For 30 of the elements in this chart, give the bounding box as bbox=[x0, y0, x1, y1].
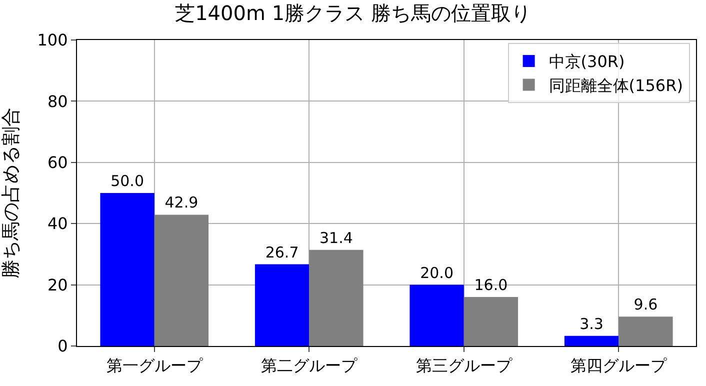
y-tick-label: 20 bbox=[47, 275, 68, 294]
bar bbox=[154, 214, 209, 346]
y-axis-title: 勝ち馬の占める割合 bbox=[0, 108, 22, 278]
legend-label: 同距離全体(156R) bbox=[548, 76, 683, 95]
y-tick-label: 60 bbox=[47, 153, 68, 172]
x-tick-label: 第二グループ bbox=[261, 356, 358, 376]
data-label: 16.0 bbox=[474, 276, 508, 294]
y-tick-label: 40 bbox=[47, 214, 68, 234]
data-label: 20.0 bbox=[420, 264, 454, 282]
x-tick-label: 第一グループ bbox=[106, 356, 204, 376]
y-tick-label: 100 bbox=[37, 30, 68, 50]
data-label: 50.0 bbox=[110, 172, 144, 190]
bar bbox=[464, 297, 518, 346]
data-label: 42.9 bbox=[164, 194, 198, 212]
bar bbox=[100, 193, 154, 346]
data-label: 9.6 bbox=[634, 296, 658, 314]
bar bbox=[618, 316, 673, 346]
data-label: 26.7 bbox=[265, 243, 299, 262]
x-tick-label: 第四グループ bbox=[570, 356, 668, 376]
bar bbox=[564, 336, 619, 346]
chart-title: 芝1400m 1勝クラス 勝ち馬の位置取り bbox=[175, 0, 531, 25]
data-label: 31.4 bbox=[320, 228, 353, 247]
x-tick-label: 第三グループ bbox=[416, 356, 513, 376]
bar bbox=[254, 264, 310, 346]
y-tick-label: 0 bbox=[58, 336, 68, 356]
data-label: 3.3 bbox=[580, 314, 604, 333]
bar bbox=[410, 284, 464, 346]
y-tick-label: 80 bbox=[47, 92, 68, 111]
legend-label: 中京(30R) bbox=[548, 52, 625, 72]
bar bbox=[309, 250, 364, 346]
